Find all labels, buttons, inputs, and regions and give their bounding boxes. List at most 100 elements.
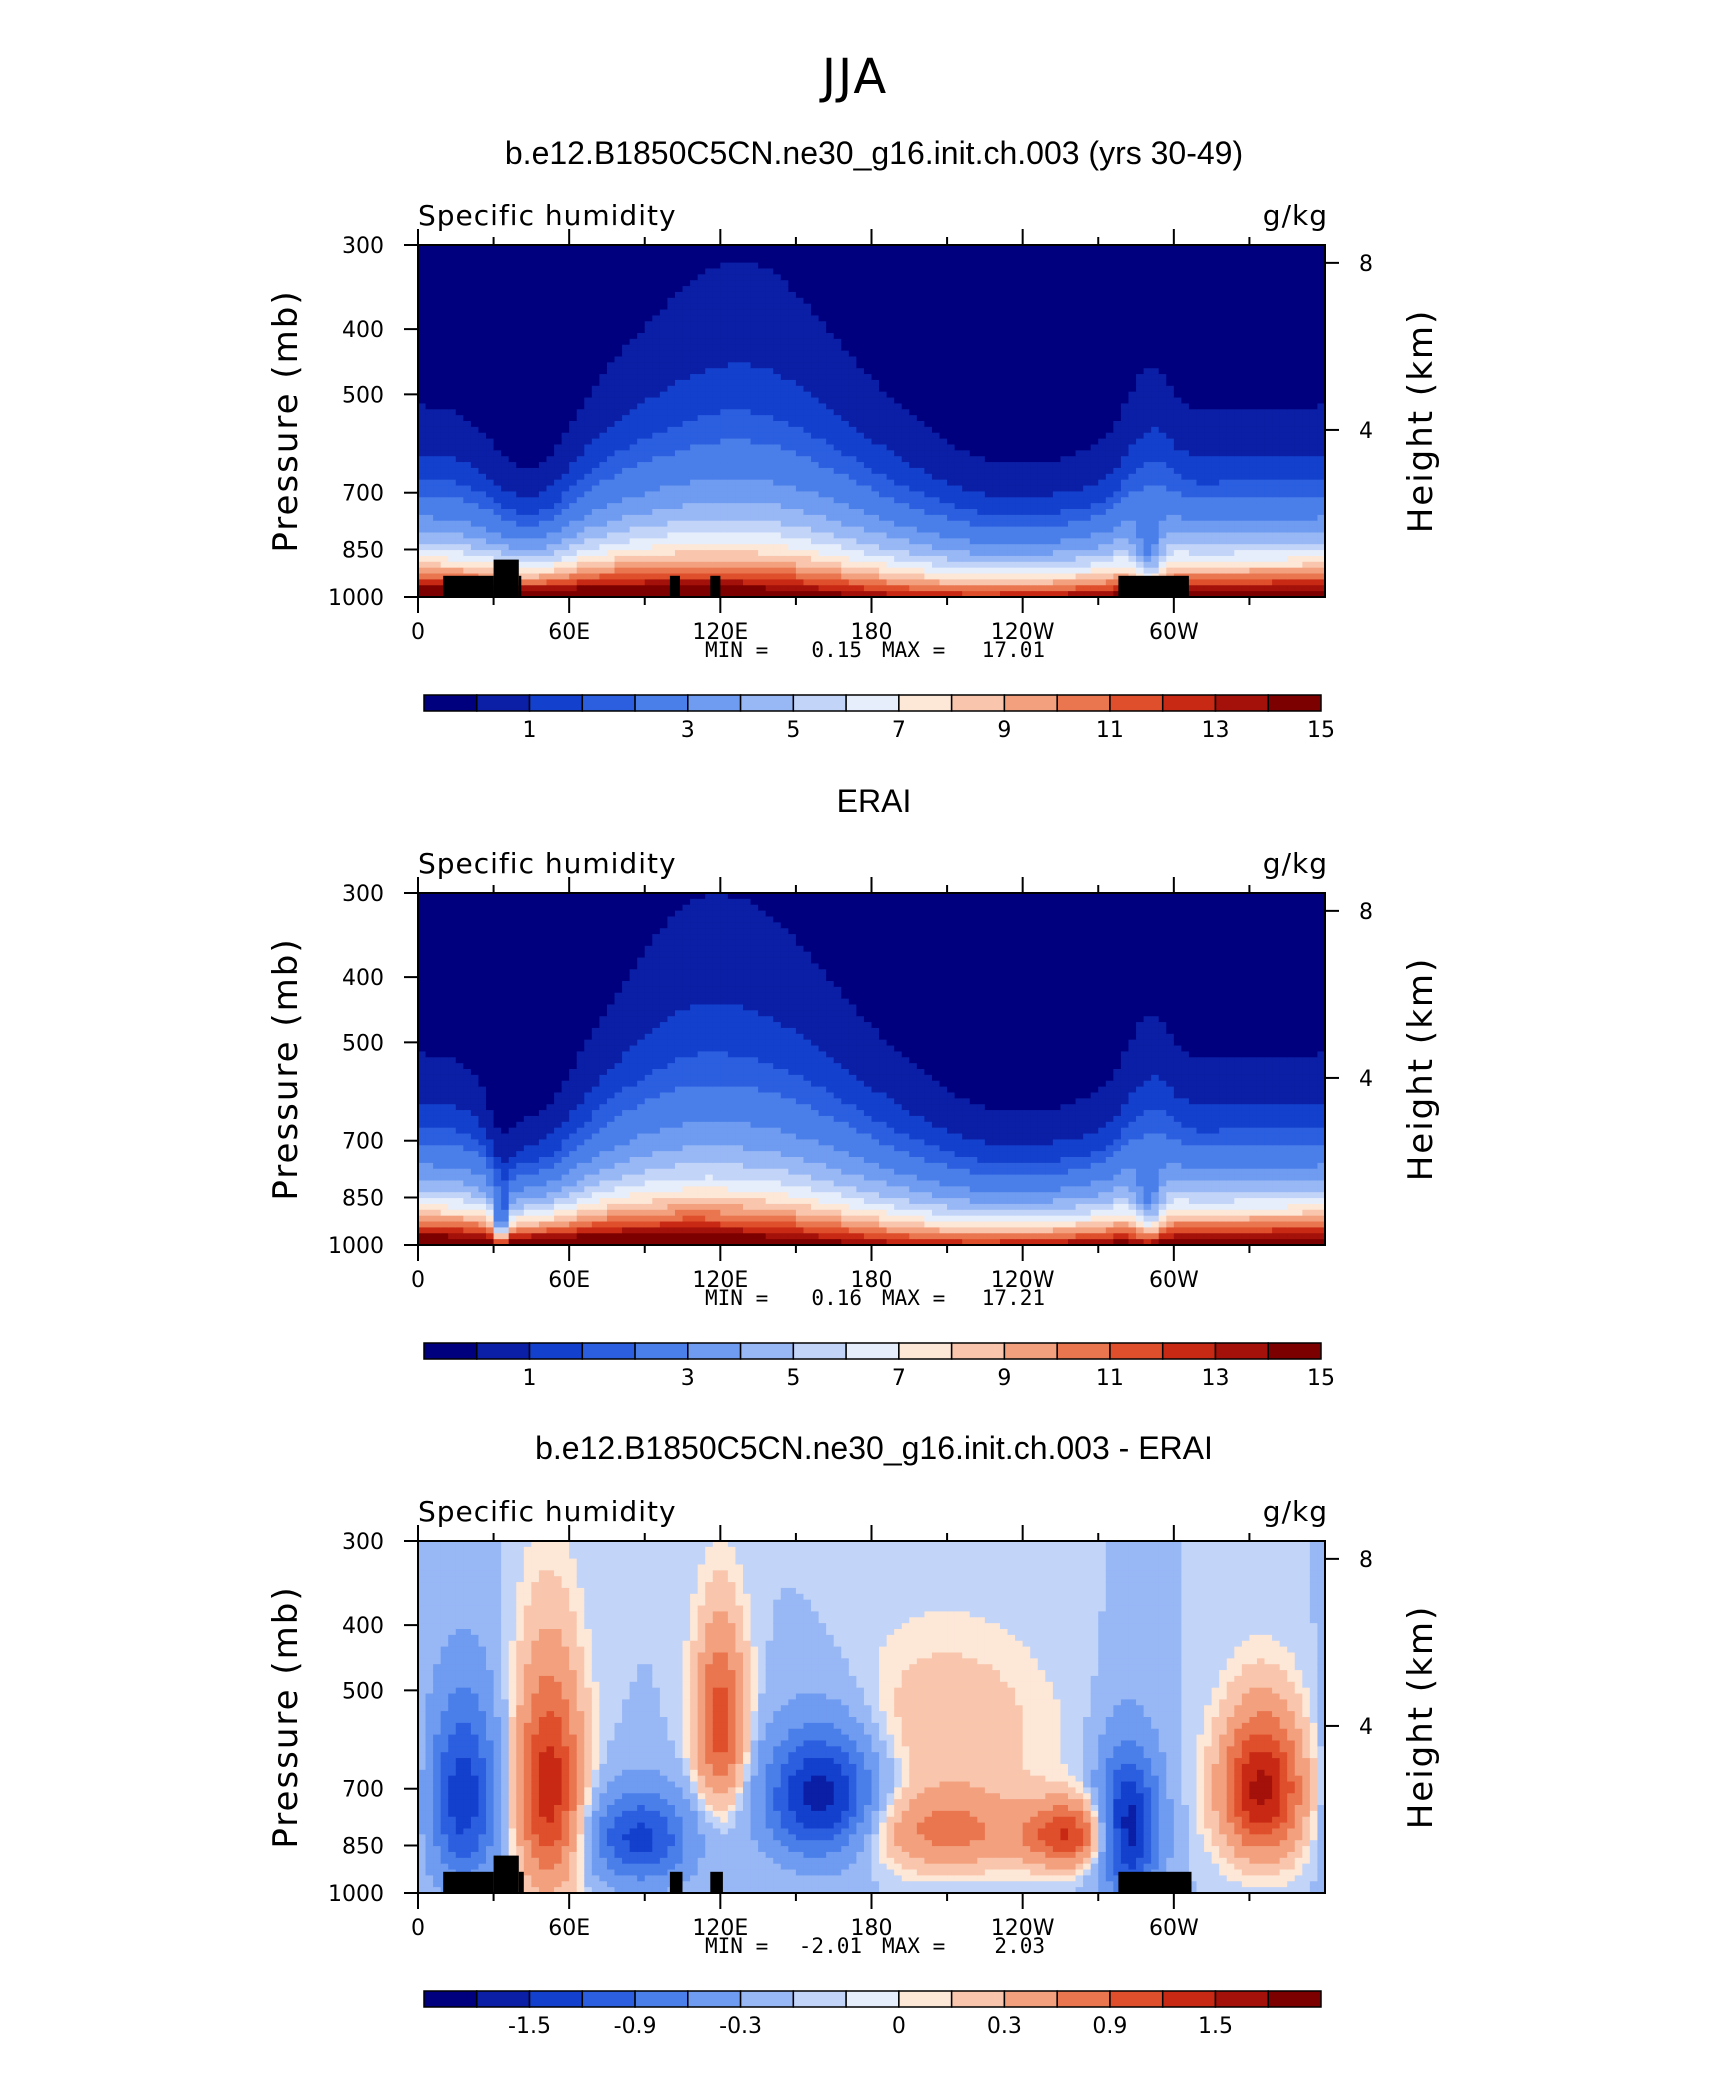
contour-cell — [433, 585, 441, 591]
contour-cell — [516, 491, 524, 497]
contour-cell — [1015, 403, 1023, 409]
contour-cell — [735, 585, 743, 591]
contour-cell — [448, 503, 456, 509]
contour-cell — [962, 450, 970, 456]
contour-cell — [803, 562, 811, 568]
contour-cell — [667, 356, 675, 362]
contour-cell — [660, 251, 668, 257]
contour-cell — [766, 327, 774, 333]
contour-cell — [902, 532, 910, 538]
contour-cell — [577, 310, 585, 316]
contour-cell — [592, 398, 600, 404]
contour-cell — [940, 345, 948, 351]
contour-cell — [675, 450, 683, 456]
contour-cell — [660, 415, 668, 421]
contour-cell — [607, 292, 615, 298]
contour-cell — [456, 298, 464, 304]
contour-cell — [962, 521, 970, 527]
contour-cell — [652, 315, 660, 321]
contour-cell — [803, 292, 811, 298]
contour-cell — [841, 333, 849, 339]
contour-cell — [849, 474, 857, 480]
contour-cell — [645, 263, 653, 269]
contour-cell — [985, 315, 993, 321]
contour-cell — [985, 456, 993, 462]
contour-cell — [418, 532, 426, 538]
contour-cell — [509, 268, 517, 274]
contour-cell — [584, 403, 592, 409]
contour-cell — [713, 315, 721, 321]
contour-cell — [456, 456, 464, 462]
contour-cell — [879, 315, 887, 321]
contour-cell — [887, 585, 895, 591]
contour-cell — [773, 310, 781, 316]
contour-cell — [524, 398, 532, 404]
contour-cell — [728, 292, 736, 298]
contour-cell — [743, 468, 751, 474]
contour-cell — [970, 421, 978, 427]
contour-cell — [637, 415, 645, 421]
contour-cell — [811, 257, 819, 263]
contour-cell — [705, 374, 713, 380]
contour-cell — [569, 579, 577, 585]
contour-cell — [887, 292, 895, 298]
contour-cell — [894, 333, 902, 339]
contour-cell — [433, 327, 441, 333]
contour-cell — [577, 415, 585, 421]
contour-cell — [531, 491, 539, 497]
contour-cell — [819, 527, 827, 533]
contour-cell — [441, 304, 449, 310]
contour-cell — [909, 310, 917, 316]
contour-cell — [864, 421, 872, 427]
contour-cell — [607, 345, 615, 351]
contour-cell — [690, 286, 698, 292]
contour-cell — [705, 550, 713, 556]
contour-cell — [463, 544, 471, 550]
contour-cell — [887, 327, 895, 333]
contour-cell — [698, 268, 706, 274]
contour-cell — [834, 509, 842, 515]
contour-cell — [675, 568, 683, 574]
contour-cell — [811, 280, 819, 286]
contour-cell — [448, 527, 456, 533]
contour-cell — [917, 527, 925, 533]
contour-cell — [992, 550, 1000, 556]
contour-cell — [1000, 251, 1008, 257]
contour-cell — [766, 362, 774, 368]
contour-cell — [781, 468, 789, 474]
contour-cell — [826, 444, 834, 450]
contour-cell — [834, 251, 842, 257]
contour-cell — [766, 409, 774, 415]
contour-cell — [758, 274, 766, 280]
contour-cell — [486, 468, 494, 474]
contour-cell — [456, 398, 464, 404]
contour-cell — [486, 403, 494, 409]
contour-cell — [645, 509, 653, 515]
contour-cell — [924, 421, 932, 427]
contour-cell — [675, 327, 683, 333]
contour-cell — [720, 574, 728, 580]
contour-cell — [819, 356, 827, 362]
contour-cell — [735, 486, 743, 492]
contour-cell — [675, 315, 683, 321]
contour-cell — [698, 585, 706, 591]
contour-cell — [433, 351, 441, 357]
contour-cell — [509, 527, 517, 533]
contour-cell — [834, 486, 842, 492]
contour-cell — [1008, 351, 1016, 357]
contour-cell — [1038, 486, 1046, 492]
contour-cell — [879, 444, 887, 450]
contour-cell — [592, 462, 600, 468]
contour-cell — [1015, 562, 1023, 568]
contour-cell — [1015, 374, 1023, 380]
contour-cell — [773, 474, 781, 480]
contour-cell — [751, 579, 759, 585]
contour-cell — [584, 433, 592, 439]
contour-cell — [607, 403, 615, 409]
contour-cell — [645, 421, 653, 427]
contour-cell — [630, 527, 638, 533]
contour-cell — [887, 298, 895, 304]
contour-cell — [970, 251, 978, 257]
contour-cell — [940, 532, 948, 538]
contour-cell — [509, 456, 517, 462]
